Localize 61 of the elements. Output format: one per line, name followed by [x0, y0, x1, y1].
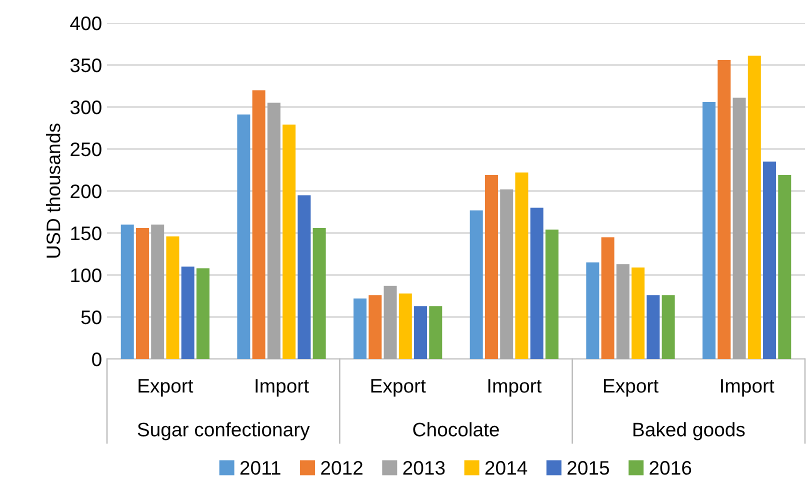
bar	[181, 266, 194, 359]
bar	[414, 306, 428, 359]
y-tick-label: 350	[70, 58, 102, 72]
bar	[354, 298, 367, 359]
y-tick-label: 200	[70, 184, 102, 198]
bar	[778, 175, 792, 359]
text: Sugar confectionary	[138, 422, 310, 440]
x-tick-label: Import	[256, 379, 309, 397]
legend-label: 2014	[485, 461, 528, 475]
bar	[662, 295, 675, 359]
bar	[368, 295, 382, 359]
bar	[702, 102, 716, 359]
bar	[601, 237, 614, 359]
text: Chocolate	[413, 422, 499, 436]
bar	[312, 228, 326, 359]
y-tick-label: 300	[70, 100, 102, 114]
x-tick-label: Import	[488, 379, 542, 397]
bar	[586, 262, 600, 359]
bar	[484, 175, 498, 359]
x-tick-label: Export	[604, 379, 658, 397]
x-tick-label: Export	[138, 379, 194, 397]
bar	[398, 293, 412, 359]
legend-label: 2013	[403, 461, 445, 475]
bar	[282, 124, 296, 359]
bar	[632, 267, 645, 359]
bar	[237, 114, 250, 359]
y-tick-label: 400	[70, 16, 102, 30]
bar	[718, 60, 731, 359]
y-axis-title: USD thousands	[46, 124, 60, 258]
bar	[530, 208, 544, 359]
bar	[545, 230, 558, 359]
y-tick-label: 0	[92, 352, 102, 366]
bar	[515, 172, 528, 359]
bar	[646, 295, 660, 359]
y-tick-label: 100	[71, 268, 102, 282]
bar	[500, 189, 514, 359]
y-tick-label: 250	[70, 142, 102, 156]
legend-label: 2016	[650, 461, 692, 475]
bar	[151, 224, 164, 359]
y-tick-label: 150	[71, 226, 102, 240]
bar	[470, 210, 483, 359]
bar	[136, 228, 149, 359]
bar	[267, 102, 280, 359]
x-tick-label: Import	[721, 379, 774, 397]
bar	[763, 162, 776, 359]
bar	[732, 98, 746, 359]
bar	[120, 224, 134, 359]
bar	[166, 236, 180, 359]
bar	[384, 286, 397, 359]
bar	[616, 264, 630, 359]
legend-label: 2012	[321, 461, 362, 475]
legend-label: 2015	[568, 461, 610, 475]
legend-label: 2011	[240, 461, 280, 475]
bar	[748, 56, 761, 359]
bar	[252, 90, 266, 359]
text: Baked goods	[634, 422, 745, 440]
bar	[298, 195, 311, 359]
bar	[429, 306, 442, 359]
bar	[196, 268, 210, 359]
x-tick-label: Export	[371, 379, 426, 397]
y-tick-label: 50	[81, 310, 102, 324]
